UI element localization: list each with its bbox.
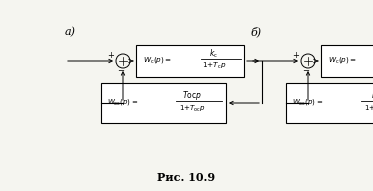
- Text: $W_{\mathsf{oc}}(p){=}$: $W_{\mathsf{oc}}(p){=}$: [107, 97, 138, 107]
- Text: б): б): [250, 26, 261, 37]
- Text: $T{\mathsf{oc}}p$: $T{\mathsf{oc}}p$: [182, 90, 202, 103]
- Text: $1{+}T_{\mathsf{c}}p$: $1{+}T_{\mathsf{c}}p$: [201, 61, 226, 71]
- Text: −: −: [303, 66, 310, 75]
- Text: $k_{\mathsf{oc}}$: $k_{\mathsf{oc}}$: [371, 90, 373, 102]
- Text: $1{+}T_{\mathsf{oc}}p$: $1{+}T_{\mathsf{oc}}p$: [179, 104, 206, 114]
- Text: +: +: [107, 52, 115, 61]
- Text: $W_{\mathsf{c}}(p){=}$: $W_{\mathsf{c}}(p){=}$: [143, 55, 172, 65]
- Text: Рис. 10.9: Рис. 10.9: [157, 172, 215, 183]
- Bar: [286, 83, 373, 123]
- Bar: [136, 45, 244, 77]
- Bar: [101, 83, 226, 123]
- Bar: [321, 45, 373, 77]
- Text: +: +: [292, 52, 300, 61]
- Text: −: −: [117, 66, 125, 75]
- Text: $k_{\mathsf{c}}$: $k_{\mathsf{c}}$: [209, 48, 218, 60]
- Text: $W_{\mathsf{c}}(p){=}$: $W_{\mathsf{c}}(p){=}$: [328, 55, 357, 65]
- Text: $W_{\mathsf{oc}}(p){=}$: $W_{\mathsf{oc}}(p){=}$: [292, 97, 323, 107]
- Text: $1{+}T_{\mathsf{oc}}p$: $1{+}T_{\mathsf{oc}}p$: [364, 104, 373, 114]
- Text: а): а): [65, 27, 76, 37]
